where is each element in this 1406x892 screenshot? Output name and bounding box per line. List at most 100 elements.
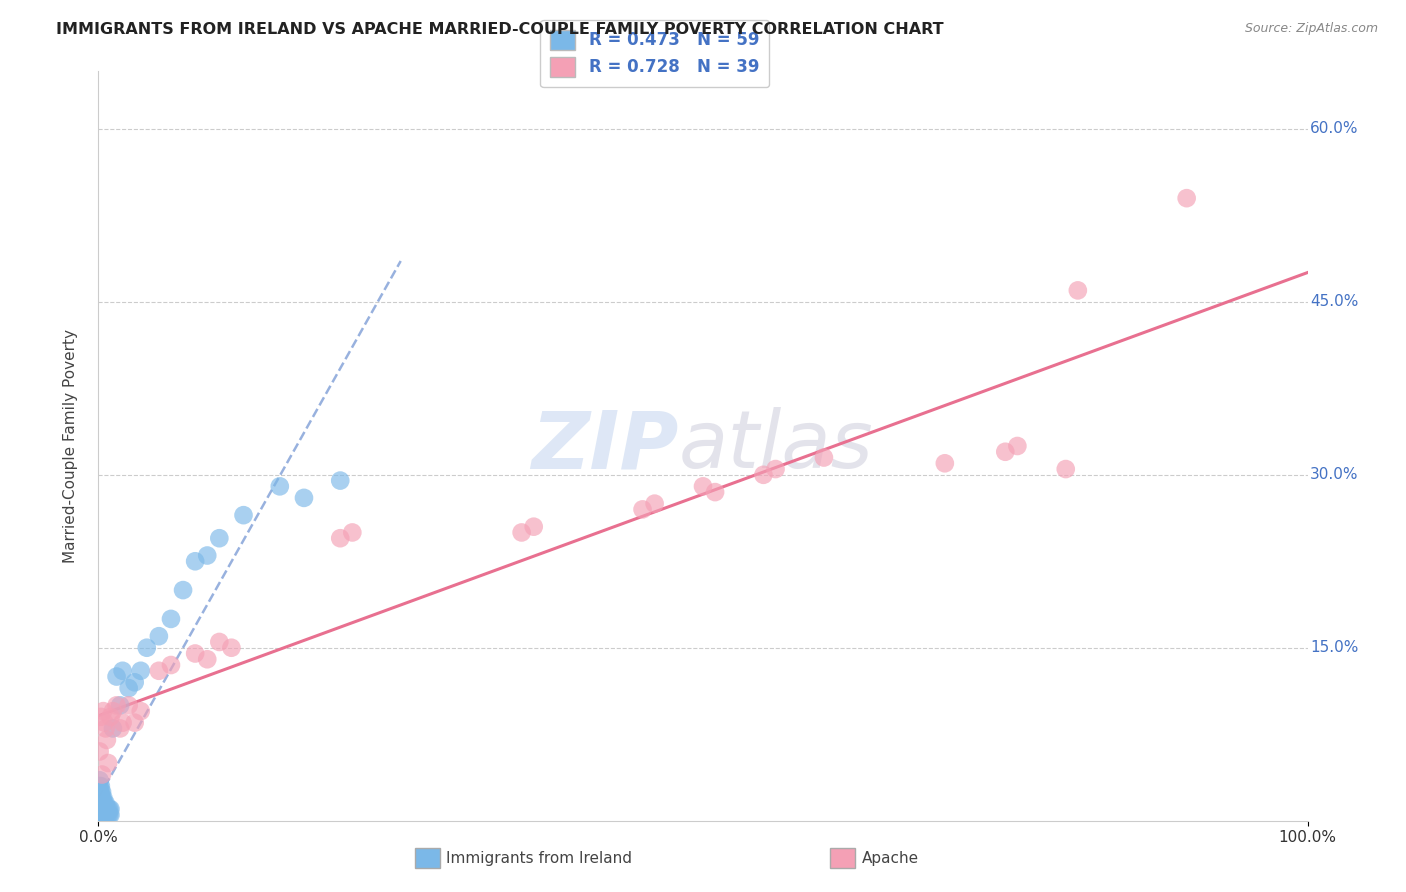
Text: IMMIGRANTS FROM IRELAND VS APACHE MARRIED-COUPLE FAMILY POVERTY CORRELATION CHAR: IMMIGRANTS FROM IRELAND VS APACHE MARRIE… — [56, 22, 943, 37]
Point — [118, 698, 141, 713]
Point — [118, 681, 141, 695]
Point — [93, 802, 115, 816]
Point — [994, 444, 1017, 458]
Point — [631, 502, 654, 516]
Point — [172, 583, 194, 598]
Point — [94, 802, 117, 816]
Point — [208, 531, 231, 545]
Text: Apache: Apache — [862, 851, 920, 865]
Point — [100, 802, 122, 816]
Point — [89, 785, 111, 799]
Point — [94, 722, 117, 736]
Point — [129, 664, 152, 678]
Point — [105, 669, 128, 683]
Point — [329, 531, 352, 545]
Point — [97, 808, 120, 822]
Point — [90, 808, 112, 822]
Point — [644, 497, 666, 511]
Point — [94, 808, 117, 822]
Point — [148, 664, 170, 678]
Point — [89, 808, 111, 822]
Point — [100, 808, 122, 822]
Point — [510, 525, 533, 540]
Point — [160, 658, 183, 673]
Point — [342, 525, 364, 540]
Point — [329, 474, 352, 488]
Point — [90, 797, 112, 811]
Point — [232, 508, 254, 523]
Point — [98, 802, 121, 816]
Point — [101, 704, 124, 718]
Point — [124, 715, 146, 730]
Point — [523, 519, 546, 533]
Point — [221, 640, 243, 655]
Point — [1175, 191, 1198, 205]
Text: 45.0%: 45.0% — [1310, 294, 1358, 310]
Point — [93, 715, 115, 730]
Point — [184, 554, 207, 568]
Point — [97, 756, 120, 770]
Point — [89, 797, 111, 811]
Point — [148, 629, 170, 643]
Point — [91, 797, 114, 811]
Point — [108, 698, 131, 713]
Text: 30.0%: 30.0% — [1310, 467, 1358, 483]
Point — [184, 647, 207, 661]
Point — [90, 802, 112, 816]
Text: ZIP: ZIP — [531, 407, 679, 485]
Point — [765, 462, 787, 476]
Point — [91, 790, 114, 805]
Point — [96, 802, 118, 816]
Point — [93, 808, 115, 822]
Point — [93, 797, 115, 811]
Point — [89, 779, 111, 793]
Point — [208, 635, 231, 649]
Point — [129, 704, 152, 718]
Point — [89, 744, 111, 758]
Point — [91, 785, 114, 799]
Point — [89, 802, 111, 816]
Point — [100, 710, 122, 724]
Point — [89, 797, 111, 811]
Text: 60.0%: 60.0% — [1310, 121, 1358, 136]
Text: Source: ZipAtlas.com: Source: ZipAtlas.com — [1244, 22, 1378, 36]
Point — [90, 785, 112, 799]
Point — [752, 467, 775, 482]
Point — [704, 485, 727, 500]
Point — [98, 808, 121, 822]
Point — [96, 733, 118, 747]
Point — [90, 790, 112, 805]
Text: atlas: atlas — [679, 407, 873, 485]
Point — [111, 715, 134, 730]
Point — [90, 802, 112, 816]
Point — [934, 456, 956, 470]
Point — [1067, 284, 1090, 298]
Point — [91, 802, 114, 816]
Point — [91, 808, 114, 822]
Point — [89, 802, 111, 816]
Point — [195, 652, 218, 666]
Point — [89, 808, 111, 822]
Point — [105, 698, 128, 713]
Text: 15.0%: 15.0% — [1310, 640, 1358, 656]
Point — [292, 491, 315, 505]
Point — [94, 797, 117, 811]
Point — [135, 640, 157, 655]
Point — [1007, 439, 1029, 453]
Point — [90, 808, 112, 822]
Point — [89, 790, 111, 805]
Point — [91, 704, 114, 718]
Point — [101, 722, 124, 736]
Point — [96, 808, 118, 822]
Point — [692, 479, 714, 493]
Point — [91, 767, 114, 781]
Point — [1054, 462, 1077, 476]
Point — [269, 479, 291, 493]
Point — [195, 549, 218, 563]
Point — [91, 797, 114, 811]
Point — [91, 802, 114, 816]
Point — [108, 722, 131, 736]
Point — [89, 773, 111, 788]
Point — [124, 675, 146, 690]
Point — [160, 612, 183, 626]
